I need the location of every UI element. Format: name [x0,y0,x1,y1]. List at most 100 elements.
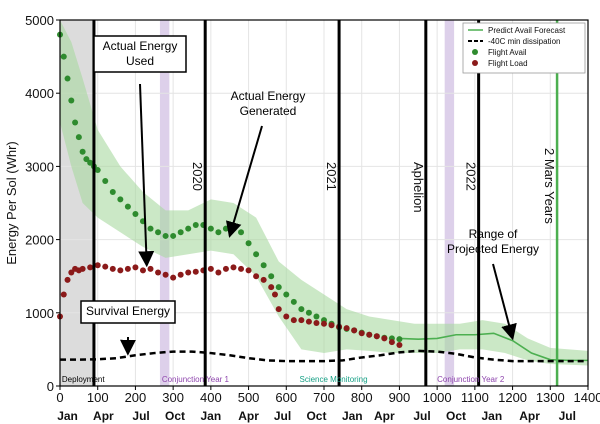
point-flight-avail-23 [192,221,199,228]
month-label-7: Oct [306,409,326,423]
x-tick-label-8: 800 [351,390,373,405]
point-flight-avail-32 [260,262,267,269]
y-tick-label-0: 0 [47,379,54,394]
point-flight-load-15 [147,265,154,272]
point-flight-avail-18 [155,229,162,236]
legend-marker-flight-load [472,60,478,66]
point-flight-load-1 [60,291,67,298]
legend-label-flight-avail: Flight Avail [488,48,527,57]
x-tick-label-0: 0 [56,390,63,405]
annotation-text-3-1: Projected Energy [447,242,539,256]
point-flight-load-33 [275,306,282,313]
point-flight-load-37 [305,318,312,325]
point-flight-load-7 [87,264,94,271]
legend-label-flight-load: Flight Load [488,59,528,68]
vertical-line-label-4: 2022 [464,162,479,191]
point-flight-avail-37 [298,306,305,313]
point-flight-avail-20 [170,232,177,239]
phase-label-1: Conjunction Year 1 [162,375,230,384]
phase-label-0: Deployment [62,375,105,384]
x-tick-label-10: 1000 [423,390,452,405]
point-flight-load-17 [162,271,169,278]
point-flight-load-27 [238,265,245,272]
point-flight-avail-35 [283,291,290,298]
point-flight-load-23 [207,265,214,272]
point-flight-avail-26 [215,229,222,236]
phase-label-2: Science Monitoring [299,375,367,384]
point-flight-load-16 [155,269,162,276]
point-flight-avail-1 [60,53,67,60]
point-flight-load-12 [124,265,131,272]
month-label-5: Apr [238,409,259,423]
point-flight-avail-14 [124,203,131,210]
point-flight-avail-15 [132,210,139,217]
x-tick-label-2: 200 [125,390,147,405]
month-label-14: Jul [559,409,576,423]
month-label-6: Jul [274,409,291,423]
point-flight-avail-3 [68,97,75,104]
projection-band-layer [60,20,588,366]
legend-label-40c-min-dissipation: -40C min dissipation [488,37,560,46]
point-flight-load-20 [185,269,192,276]
month-label-11: Oct [446,409,466,423]
x-tick-label-14: 1400 [574,390,600,405]
vertical-line-label-2: 2021 [324,162,339,191]
month-label-2: Jul [132,409,149,423]
annotation-text-2-0: Survival Energy [86,304,170,318]
point-flight-load-25 [222,265,229,272]
y-tick-label-5: 5000 [25,13,54,28]
annotation-text-0-1: Used [126,54,154,68]
x-tick-label-9: 900 [389,390,411,405]
x-tick-label-4: 400 [200,390,222,405]
x-tick-label-1: 100 [87,390,109,405]
point-flight-avail-29 [238,229,245,236]
point-flight-load-44 [358,330,365,337]
y-tick-label-3: 3000 [25,159,54,174]
point-flight-avail-5 [75,134,82,141]
legend-box [462,22,586,74]
annotation-text-1-0: Actual Energy [231,89,306,103]
point-flight-avail-12 [109,189,116,196]
point-flight-load-35 [290,317,297,324]
point-flight-avail-2 [64,75,71,82]
annotation-arrow-1 [225,125,263,238]
y-tick-label-4: 4000 [25,86,54,101]
point-flight-load-49 [396,342,403,349]
x-tick-label-11: 1100 [461,390,489,405]
x-tick-label-13: 1300 [536,390,565,405]
point-flight-avail-36 [290,298,297,305]
x-tick-label-3: 300 [162,390,184,405]
point-flight-load-32 [271,291,278,298]
legend: Predict Avail Forecast -40C min dissipati… [462,22,586,74]
month-label-12: Jan [481,409,502,423]
series-line-40c-min-dissipation [60,349,588,363]
month-label-10: Jul [413,409,430,423]
annotation-arrow-3 [492,263,517,341]
vertical-marker-layer: 2020 2021 Aphelion 2022 2 Mars Years Deployme… [62,20,559,386]
point-flight-load-48 [388,339,395,346]
point-flight-load-19 [177,271,184,278]
point-flight-load-38 [313,320,320,327]
point-flight-load-34 [283,313,290,320]
month-label-9: Apr [374,409,395,423]
point-flight-load-11 [117,267,124,274]
point-flight-avail-10 [94,167,101,174]
annotation-box-0 [93,35,187,73]
month-label-3: Oct [165,409,185,423]
point-flight-load-36 [298,317,305,324]
x-tick-label-6: 600 [275,390,297,405]
x-tick-label-5: 500 [238,390,260,405]
month-label-4: Jan [201,409,222,423]
point-flight-load-40 [328,322,335,329]
axes-layer: 0 100 200 300 400 500 600 700 800 900 1000 1100 1200… [4,13,600,423]
projected-energy-band [60,20,588,366]
point-flight-load-6 [79,265,86,272]
point-flight-load-14 [139,267,146,274]
point-flight-load-18 [170,274,177,281]
point-flight-avail-38 [305,309,312,316]
point-flight-avail-21 [177,229,184,236]
point-flight-load-26 [230,264,237,271]
point-flight-load-3 [68,269,75,276]
